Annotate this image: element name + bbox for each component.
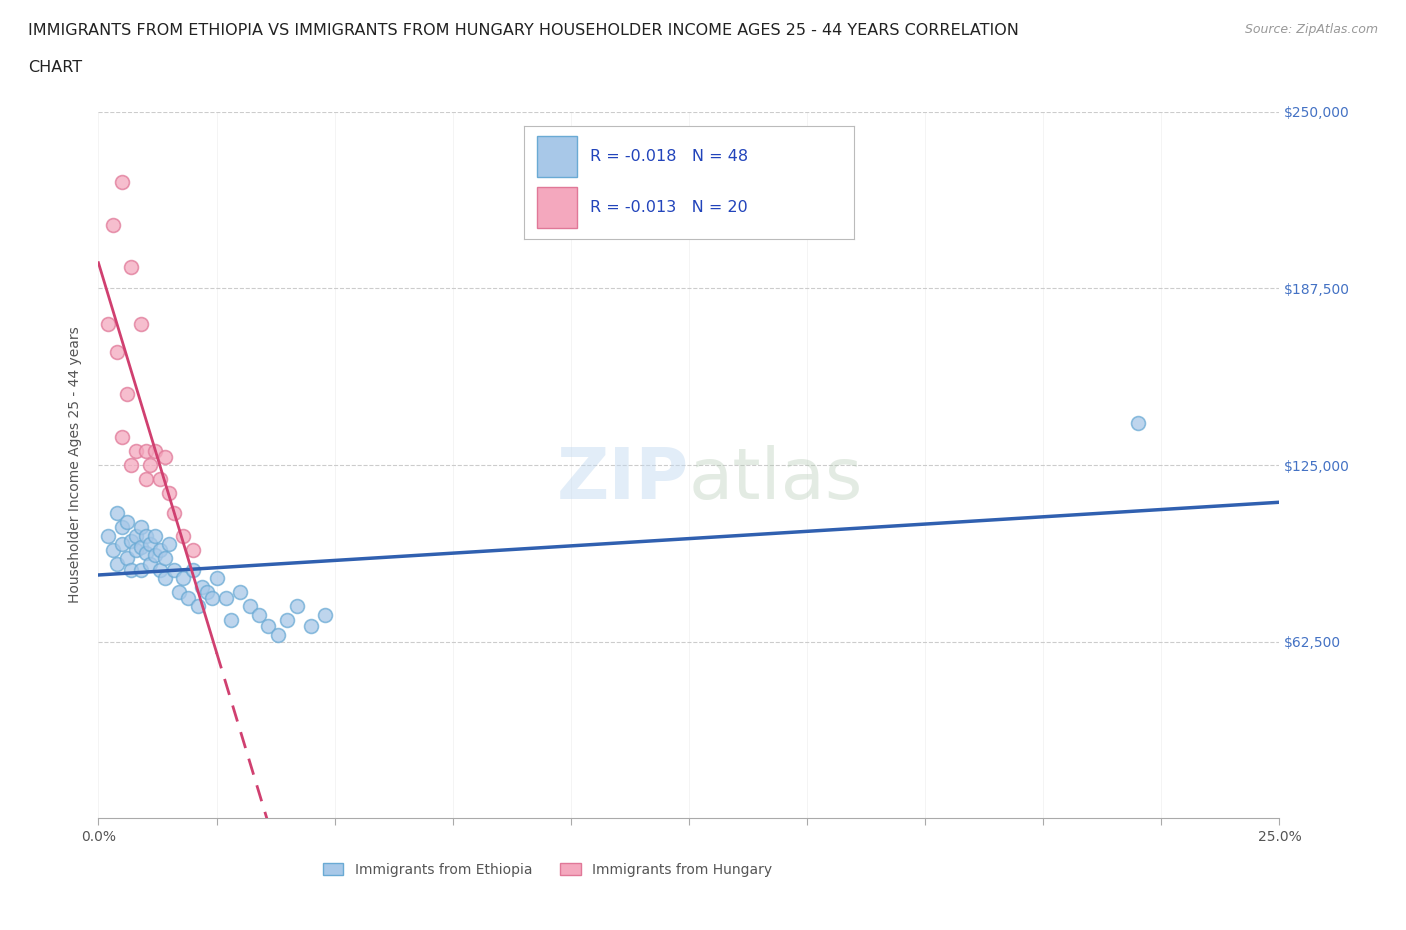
Point bbox=[105, 506, 128, 521]
Point bbox=[172, 571, 194, 586]
Text: IMMIGRANTS FROM ETHIOPIA VS IMMIGRANTS FROM HUNGARY HOUSEHOLDER INCOME AGES 25 -: IMMIGRANTS FROM ETHIOPIA VS IMMIGRANTS F… bbox=[28, 23, 1019, 38]
Point bbox=[285, 599, 308, 614]
Point bbox=[143, 528, 166, 543]
Point bbox=[135, 444, 157, 458]
Text: ZIP: ZIP bbox=[557, 445, 689, 513]
Point bbox=[97, 528, 120, 543]
Point bbox=[97, 316, 120, 331]
Point bbox=[135, 545, 157, 560]
Point bbox=[276, 613, 298, 628]
Point bbox=[105, 344, 128, 359]
Point bbox=[181, 562, 204, 577]
Point bbox=[143, 548, 166, 563]
Point bbox=[153, 551, 176, 565]
Point bbox=[229, 585, 252, 600]
Point bbox=[121, 259, 143, 274]
Point bbox=[187, 599, 209, 614]
Point bbox=[239, 599, 262, 614]
Point bbox=[201, 591, 224, 605]
Point bbox=[163, 562, 186, 577]
Point bbox=[172, 528, 194, 543]
Point bbox=[149, 562, 172, 577]
Point bbox=[105, 556, 128, 571]
Legend: Immigrants from Ethiopia, Immigrants from Hungary: Immigrants from Ethiopia, Immigrants fro… bbox=[316, 857, 778, 883]
Point bbox=[247, 607, 270, 622]
Point bbox=[191, 579, 214, 594]
Point bbox=[314, 607, 336, 622]
Point bbox=[167, 585, 190, 600]
Point bbox=[115, 514, 138, 529]
Point bbox=[121, 458, 143, 472]
Point bbox=[153, 449, 176, 464]
Point bbox=[139, 458, 162, 472]
Point bbox=[153, 571, 176, 586]
Point bbox=[111, 175, 134, 190]
Point bbox=[149, 472, 172, 486]
Point bbox=[111, 430, 134, 445]
Text: atlas: atlas bbox=[689, 445, 863, 513]
Point bbox=[125, 444, 148, 458]
Point bbox=[299, 618, 322, 633]
Point bbox=[149, 542, 172, 557]
Y-axis label: Householder Income Ages 25 - 44 years: Householder Income Ages 25 - 44 years bbox=[69, 326, 83, 604]
Point bbox=[129, 562, 152, 577]
Point bbox=[135, 528, 157, 543]
Point bbox=[157, 485, 180, 500]
Point bbox=[111, 537, 134, 551]
Point bbox=[115, 551, 138, 565]
Point bbox=[163, 506, 186, 521]
Point bbox=[121, 562, 143, 577]
Point bbox=[181, 542, 204, 557]
Point bbox=[129, 520, 152, 535]
Point bbox=[1126, 415, 1149, 430]
Point bbox=[101, 542, 124, 557]
Text: Source: ZipAtlas.com: Source: ZipAtlas.com bbox=[1244, 23, 1378, 36]
Text: CHART: CHART bbox=[28, 60, 82, 75]
Point bbox=[111, 520, 134, 535]
Point bbox=[125, 542, 148, 557]
Point bbox=[129, 316, 152, 331]
Point bbox=[115, 387, 138, 402]
Point bbox=[121, 534, 143, 549]
Point bbox=[101, 218, 124, 232]
Point bbox=[195, 585, 218, 600]
Point bbox=[139, 537, 162, 551]
Point bbox=[135, 472, 157, 486]
Point bbox=[157, 537, 180, 551]
Point bbox=[215, 591, 238, 605]
Point bbox=[177, 591, 200, 605]
Point bbox=[129, 539, 152, 554]
Point bbox=[205, 571, 228, 586]
Point bbox=[143, 444, 166, 458]
Point bbox=[219, 613, 242, 628]
Point bbox=[125, 528, 148, 543]
Point bbox=[257, 618, 280, 633]
Point bbox=[139, 556, 162, 571]
Point bbox=[267, 627, 290, 642]
